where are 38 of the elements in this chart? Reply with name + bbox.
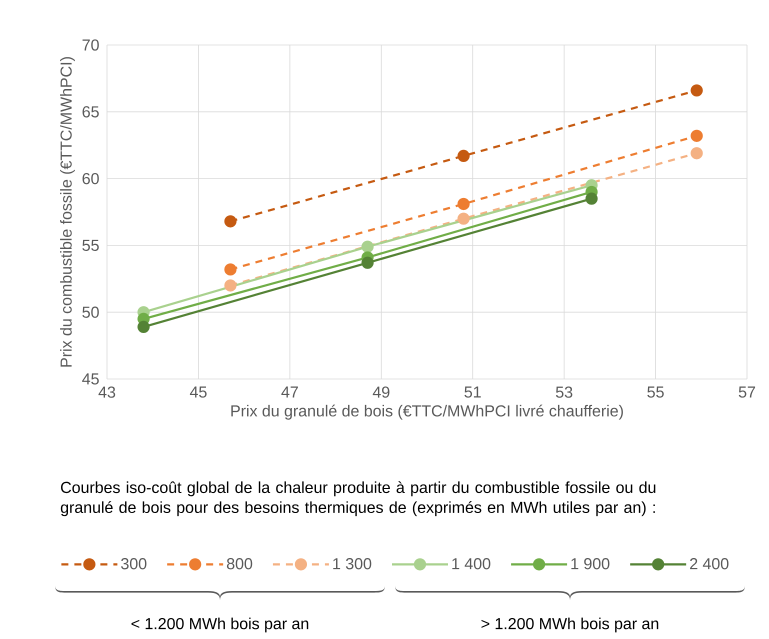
point bbox=[690, 84, 703, 97]
y-axis-title: Prix du combustible fossile (€TTC/MWhPCI) bbox=[60, 57, 75, 367]
text: > 1.200 MWh bois par an bbox=[482, 618, 658, 632]
legend-title: Courbes iso-coût global de la chaleur produite à partir du combustible fossile ou du granulé de bois pour des besoins thermiques de (exprimés en MWh utiles par an) : bbox=[60, 481, 656, 516]
point bbox=[361, 240, 374, 253]
x-tick-label: 57 bbox=[738, 386, 756, 398]
legend-label: 800 bbox=[226, 558, 252, 570]
y-tick-label: 55 bbox=[82, 240, 99, 251]
y-tick-label: 45 bbox=[82, 373, 99, 385]
point bbox=[457, 212, 470, 225]
point bbox=[224, 215, 237, 228]
x-tick-label: 49 bbox=[372, 386, 390, 398]
legend-label: 1 300 bbox=[333, 558, 372, 570]
legend-label: 300 bbox=[121, 558, 146, 570]
text: < 1.200 MWh bois par an bbox=[132, 618, 308, 632]
point bbox=[585, 192, 598, 205]
x-tick-label: 51 bbox=[464, 386, 481, 398]
point bbox=[690, 130, 703, 142]
point bbox=[457, 198, 470, 210]
y-tick-label: 50 bbox=[82, 306, 99, 318]
point bbox=[457, 150, 470, 162]
x-tick-label: 43 bbox=[98, 386, 116, 398]
y-tick-label: 60 bbox=[82, 172, 99, 184]
y-tick-label: 70 bbox=[82, 39, 99, 51]
point bbox=[224, 263, 237, 276]
x-tick-label: 47 bbox=[281, 386, 298, 398]
x-tick-label: 55 bbox=[647, 386, 664, 398]
point bbox=[690, 147, 703, 160]
x-tick-label: 45 bbox=[190, 386, 207, 398]
x-tick-label: 53 bbox=[556, 386, 572, 398]
point bbox=[361, 256, 374, 269]
point bbox=[137, 320, 150, 333]
y-tick-label: 65 bbox=[82, 106, 99, 118]
point bbox=[224, 279, 237, 292]
x-axis-title: Prix du granulé de bois (€TTC/MWhPCI livré chaufferie) bbox=[231, 404, 623, 420]
legend-label: 1 900 bbox=[571, 558, 610, 570]
legend-label: 1 400 bbox=[452, 558, 490, 570]
legend-label: 2 400 bbox=[690, 558, 728, 570]
